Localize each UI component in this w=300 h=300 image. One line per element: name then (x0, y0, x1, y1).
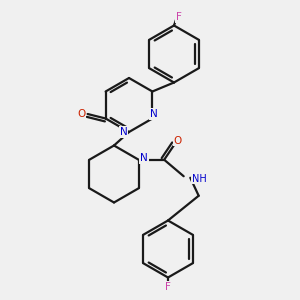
Text: F: F (165, 281, 171, 292)
Text: O: O (174, 136, 182, 146)
Text: N: N (120, 127, 128, 137)
Text: NH: NH (192, 174, 207, 184)
Text: O: O (77, 109, 85, 119)
Text: N: N (150, 109, 158, 119)
Text: F: F (176, 12, 182, 22)
Text: N: N (140, 153, 148, 163)
